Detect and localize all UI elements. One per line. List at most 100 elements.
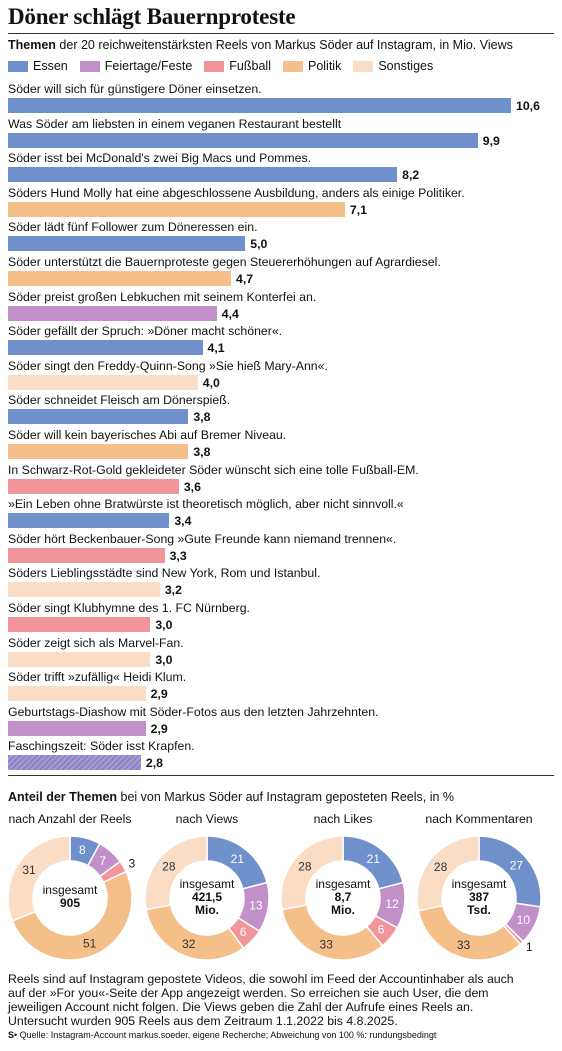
bar <box>8 374 198 390</box>
bar-value-label: 2,8 <box>145 756 163 771</box>
bar-label: Söder schneidet Fleisch am Dönerspieß. <box>8 393 231 408</box>
donut-slice <box>416 835 480 912</box>
legend-item: Fußball <box>204 59 271 73</box>
bar-value-label: 8,2 <box>402 168 420 183</box>
bar <box>8 755 141 771</box>
legend-item: Sonstiges <box>353 59 433 73</box>
bar-label: Faschingszeit: Söder isst Krapfen. <box>8 739 195 754</box>
subtitle-rest: der 20 reichweitenstärksten Reels von Ma… <box>55 38 513 52</box>
legend-label: Sonstiges <box>378 59 434 73</box>
bar-value-label: 10,6 <box>516 99 540 113</box>
donut-slice-label: 51 <box>83 936 97 950</box>
donut-slice-label: 7 <box>99 854 106 868</box>
bar-value-label: 3,4 <box>174 514 192 529</box>
bar <box>8 513 170 529</box>
bar-chart-subtitle: Themen der 20 reichweitenstärksten Reels… <box>8 38 513 52</box>
bar-value-label: 3,6 <box>183 479 201 494</box>
donut-slice <box>280 835 344 911</box>
legend-swatch <box>204 60 225 72</box>
legend-swatch <box>79 60 100 72</box>
donut-slice-label: 32 <box>182 937 196 951</box>
bar <box>8 617 151 632</box>
bar <box>8 651 151 667</box>
donut-slice-label: 31 <box>22 863 36 877</box>
bar-label: Söders Lieblingsstädte sind New York, Ro… <box>8 566 321 581</box>
legend-item: Politik <box>282 59 342 73</box>
donut-center-text: 905 <box>60 896 80 910</box>
bar-value-label: 3,0 <box>155 618 173 632</box>
bar-label: Söder preist großen Lebkuchen mit seinem… <box>8 289 317 304</box>
donut-caption: nach Anzahl der Reels <box>8 812 132 826</box>
bar <box>8 271 232 286</box>
bar <box>8 132 478 148</box>
bar <box>8 409 189 425</box>
bar-value-label: 7,1 <box>349 202 368 217</box>
bar-value-label: 4,4 <box>221 306 239 321</box>
bar-label: Söder hört Beckenbauer-Song »Gute Freund… <box>8 531 397 546</box>
legend-label: Fußball <box>229 59 271 73</box>
bar-value-label: 4,0 <box>202 375 220 390</box>
bar-value-label: 3,0 <box>155 652 173 667</box>
legend: Essen Feiertage/Feste Fußball Politik Sonsti… <box>8 59 433 73</box>
bar <box>8 444 189 459</box>
bar-value-label: 3,8 <box>193 445 211 459</box>
bar-value-label: 2,9 <box>150 687 168 702</box>
bar-label: »Ein Leben ohne Bratwürste ist theoretis… <box>8 497 404 512</box>
donut-slice-label: 13 <box>249 899 263 913</box>
bar-label: Was Söder am liebsten in einem veganen R… <box>8 116 342 131</box>
legend-swatch <box>353 60 374 72</box>
subtitle-bold: Themen <box>8 38 56 52</box>
source-mark: S <box>8 1030 15 1040</box>
donut-slice-label: 28 <box>162 859 176 873</box>
bar-value-label: 4,7 <box>236 272 254 286</box>
donut-slice-label: 33 <box>320 938 334 952</box>
donut-slice-label: 12 <box>385 897 399 911</box>
source-text: Quelle: Instagram-Account markus.soeder,… <box>19 1030 437 1040</box>
donut-slice-label: 28 <box>298 859 312 873</box>
donut-center-text: 387 <box>469 890 489 904</box>
bar-label: Söder gefällt der Spruch: »Döner macht s… <box>8 324 283 339</box>
donut-slice <box>144 835 208 911</box>
donut-center-text: insgesamt <box>316 877 371 891</box>
bar-label: Söder singt Klubhymne des 1. FC Nürnberg… <box>8 601 250 615</box>
bar <box>8 478 179 494</box>
donut-slice-label: 10 <box>517 913 531 927</box>
legend-label: Politik <box>307 59 342 73</box>
bar <box>8 582 160 598</box>
bar <box>8 686 146 702</box>
donut-slice-label: 21 <box>231 852 245 866</box>
donut-center-text: Tsd. <box>467 903 491 917</box>
bar-label: Söder zeigt sich als Marvel-Fan. <box>8 635 184 650</box>
bar-label: Söder trifft »zufällig« Heidi Klum. <box>8 670 187 685</box>
pie-section-title: Anteil der Themen bei von Markus Söder a… <box>8 790 454 804</box>
donut-slice-label: 6 <box>378 923 385 937</box>
legend-label: Feiertage/Feste <box>104 59 193 73</box>
chart-title: Döner schlägt Bauernproteste <box>8 4 296 29</box>
donut-slice-label: 33 <box>457 938 471 952</box>
donut-center-text: 421,5 <box>192 890 222 904</box>
bar <box>8 201 345 217</box>
bar-value-label: 3,2 <box>164 583 182 598</box>
donut-center-text: 8,7 <box>335 890 352 904</box>
top-divider <box>8 33 554 34</box>
donut-slice-label: 28 <box>434 860 448 874</box>
donut-caption: nach Kommentaren <box>425 812 533 826</box>
donut-slice-label: 21 <box>367 852 381 866</box>
donut-slice-label: 3 <box>129 856 136 870</box>
bar-label: Söder lädt fünf Follower zum Döneressen … <box>8 220 258 235</box>
donut-slice <box>11 870 133 961</box>
donut-slice-label: 8 <box>79 843 86 857</box>
bar-label: Geburtstags-Diashow mit Söder-Fotos aus … <box>8 704 379 719</box>
legend-swatch <box>282 60 303 72</box>
donut-caption: nach Views <box>175 812 239 826</box>
bar-label: Söders Hund Molly hat eine abgeschlossen… <box>8 185 465 200</box>
pie-title-bold: Anteil der Themen <box>8 790 118 804</box>
pie-title-rest: bei von Markus Söder auf Instagram gepos… <box>117 790 455 804</box>
bar-value-label: 3,8 <box>193 410 211 425</box>
legend-swatch <box>8 60 28 72</box>
donut-slice <box>7 835 71 922</box>
donut-center-text: Mio. <box>195 903 219 917</box>
